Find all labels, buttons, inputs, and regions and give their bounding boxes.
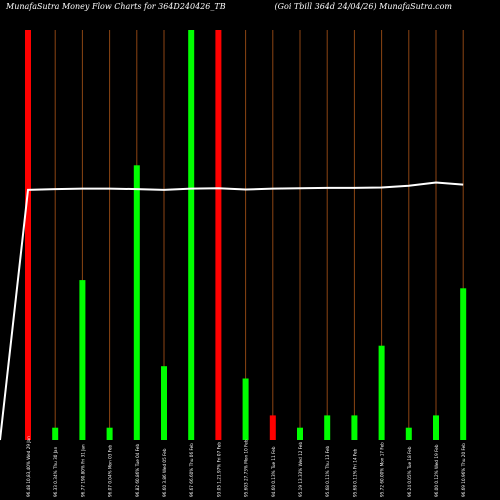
x-tick-label: 95.19 13.33% Wed 12 Feb [298, 442, 303, 497]
series-line [0, 181, 464, 441]
bar [79, 280, 86, 440]
x-tick-label: 96.82 60.86% Tue 04 Feb [135, 443, 140, 497]
bar [324, 415, 331, 440]
bar [351, 415, 358, 440]
bar [242, 378, 249, 440]
bar [460, 288, 467, 440]
x-tick-label: 94.60 0.13% Tue 11 Feb [271, 446, 276, 497]
bar [106, 427, 113, 440]
bar [297, 427, 303, 440]
bar [215, 30, 222, 440]
x-tick-label: 93.05 1,21.97% Fri 07 Feb [216, 442, 221, 497]
bar [161, 366, 167, 440]
x-tick-label: 96.24 0.05% Tue 18 Feb [407, 446, 412, 497]
x-tick-label: 95.68 0.11% Thu 13 Feb [325, 445, 330, 497]
bar [25, 30, 31, 440]
x-tick-label: 96.48 10,83,40% Wed 29 Jan [26, 436, 31, 497]
bar [133, 165, 140, 441]
x-tick-label: 96.77 190.80% Fri 31 Jan [80, 444, 85, 497]
x-tick-label: 95.72 60.00% Mon 17 Feb [380, 442, 385, 497]
x-tick-label: 96.00 0.12% Wed 19 Feb [434, 444, 439, 497]
bar [52, 427, 59, 440]
x-tick-label: 96.07 0.04% Mon 03 Feb [108, 444, 113, 497]
x-tick-label: 95.68 0.11% Fri 14 Feb [352, 448, 357, 497]
x-tick-label: 96.67 66.60% Thu 06 Feb [189, 443, 194, 497]
bar [433, 415, 439, 440]
x-tick-label: 96.60 3.86 Wed 05 Feb [162, 448, 167, 497]
bar [378, 345, 385, 440]
x-tick-label: 96.69 10.96% Thu 20 Feb [461, 443, 466, 497]
x-tick-label: 95.603 27.73% Mon 10 Feb [244, 439, 249, 497]
chart-title-right: (Goi Tbill 364d 24/04/26) MunafaSutra.co… [274, 2, 453, 11]
chart-title-left: MunafaSutra Money Flow Charts for 364D24… [6, 2, 226, 11]
bar [269, 415, 276, 440]
bar [188, 30, 195, 440]
bar [405, 427, 412, 440]
x-tick-label: 96.33 0.34% Thu 30 Jan [53, 446, 58, 497]
